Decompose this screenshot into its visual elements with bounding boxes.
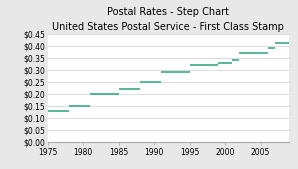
Title: Postal Rates - Step Chart
United States Postal Service - First Class Stamp: Postal Rates - Step Chart United States …: [52, 7, 284, 32]
